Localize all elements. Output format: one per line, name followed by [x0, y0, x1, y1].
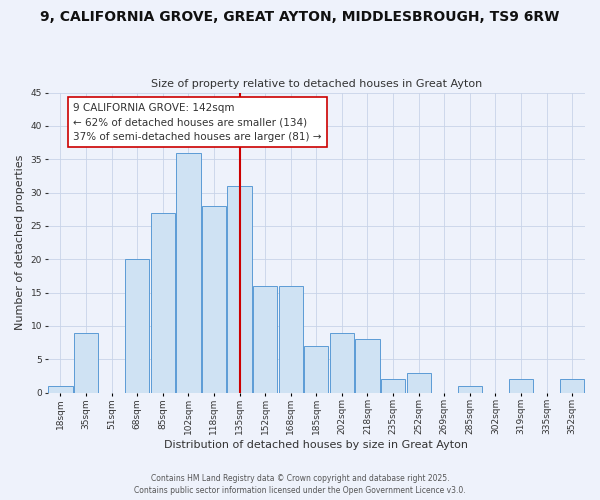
Bar	[202, 206, 226, 392]
Bar	[151, 212, 175, 392]
X-axis label: Distribution of detached houses by size in Great Ayton: Distribution of detached houses by size …	[164, 440, 469, 450]
Bar	[48, 386, 73, 392]
Text: 9 CALIFORNIA GROVE: 142sqm
← 62% of detached houses are smaller (134)
37% of sem: 9 CALIFORNIA GROVE: 142sqm ← 62% of deta…	[73, 102, 322, 142]
Title: Size of property relative to detached houses in Great Ayton: Size of property relative to detached ho…	[151, 79, 482, 89]
Bar	[176, 152, 200, 392]
Bar	[407, 372, 431, 392]
Y-axis label: Number of detached properties: Number of detached properties	[15, 155, 25, 330]
Bar	[74, 332, 98, 392]
Bar	[509, 379, 533, 392]
Bar	[227, 186, 251, 392]
Bar	[381, 379, 405, 392]
Bar	[458, 386, 482, 392]
Bar	[125, 259, 149, 392]
Bar	[304, 346, 328, 393]
Bar	[278, 286, 303, 393]
Bar	[253, 286, 277, 393]
Bar	[330, 332, 354, 392]
Text: Contains HM Land Registry data © Crown copyright and database right 2025.
Contai: Contains HM Land Registry data © Crown c…	[134, 474, 466, 495]
Text: 9, CALIFORNIA GROVE, GREAT AYTON, MIDDLESBROUGH, TS9 6RW: 9, CALIFORNIA GROVE, GREAT AYTON, MIDDLE…	[40, 10, 560, 24]
Bar	[355, 339, 380, 392]
Bar	[560, 379, 584, 392]
